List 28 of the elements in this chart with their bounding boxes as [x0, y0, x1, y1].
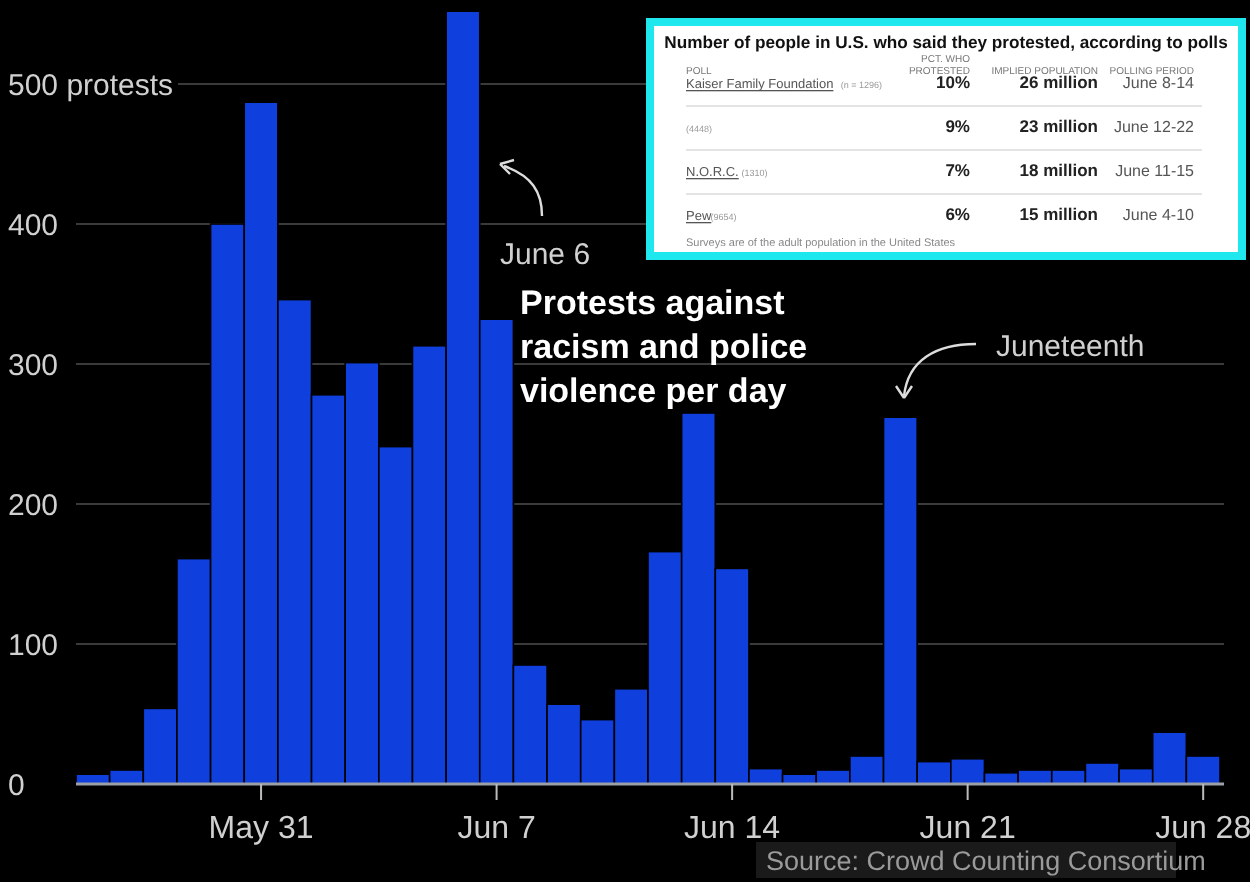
text: 10%: [935, 72, 970, 92]
y-tick-label: 0: [8, 768, 25, 803]
annotation: Juneteenth: [996, 330, 1145, 364]
y-tick-label: 500 protests: [8, 68, 174, 103]
text: 7%: [945, 160, 970, 180]
x-tick-label: Jun 28: [1155, 812, 1250, 846]
y-tick-label: 300: [8, 348, 59, 383]
text: 26 million: [1019, 72, 1098, 92]
text: Number of people in U.S. who said they protested, according to polls: [664, 32, 1229, 52]
y-tick-label: 200: [8, 488, 59, 523]
text: June 12-22: [1113, 118, 1194, 136]
x-tick-label: Jun 21: [919, 812, 1016, 846]
y-tick-label: 400: [8, 208, 59, 243]
text: 9%: [945, 116, 970, 136]
text: 15 million: [1019, 204, 1098, 224]
text: June 4-10: [1122, 206, 1194, 224]
text: June 8-14: [1122, 74, 1194, 92]
x-tick-label: May 31: [208, 812, 314, 846]
text: 18 million: [1019, 160, 1098, 180]
x-tick-label: Jun 14: [684, 812, 781, 846]
x-tick-label: Jun 7: [457, 812, 536, 846]
source-note: Source: Crowd Counting Consortium: [766, 846, 1206, 876]
annotation: June 6: [500, 238, 591, 272]
y-tick-label: 100: [8, 628, 59, 663]
text: 6%: [945, 204, 970, 224]
text: Protests against racism and police violence per day: [520, 284, 808, 410]
text: 23 million: [1019, 116, 1098, 136]
text: June 11-15: [1115, 162, 1194, 180]
